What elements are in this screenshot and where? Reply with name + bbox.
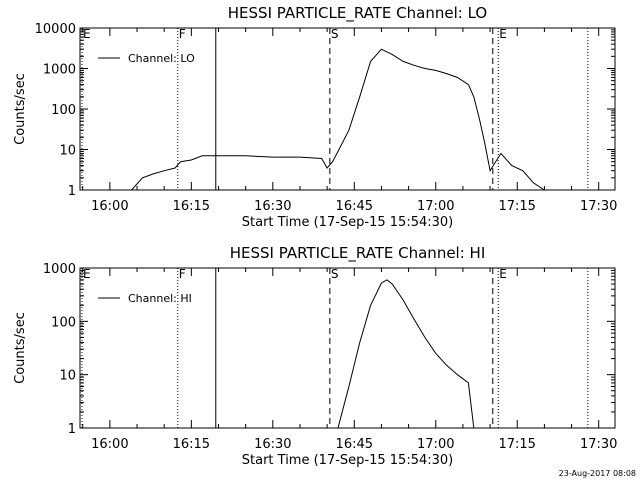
- x-tick-label: 17:30: [580, 437, 617, 452]
- x-tick-label: 16:00: [91, 437, 128, 452]
- y-tick-label: 100: [51, 103, 76, 118]
- marker-label: E: [499, 267, 507, 281]
- x-tick-label: 17:15: [498, 199, 535, 214]
- chart-title: HESSI PARTICLE_RATE Channel: HI: [230, 244, 486, 263]
- x-tick-label: 16:30: [254, 437, 291, 452]
- series-line-hi: [337, 279, 475, 429]
- x-tick-label: 16:45: [336, 437, 373, 452]
- plot-timestamp: 23-Aug-2017 08:08: [559, 469, 636, 478]
- axis-ticks: 16:00 16:15 16:30 16:45 17:00 17:15 17:30 1 10 10…: [43, 262, 618, 452]
- series-line-lo: [80, 48, 615, 191]
- x-tick-label: 17:30: [580, 199, 617, 214]
- legend: Channel: HI: [98, 292, 192, 305]
- marker-label: F: [179, 267, 186, 281]
- legend: Channel: LO: [98, 52, 195, 65]
- chart-hi: HESSI PARTICLE_RATE Channel: HI Counts/s…: [13, 244, 617, 468]
- y-tick-label: 10: [59, 369, 76, 384]
- x-tick-label: 16:00: [91, 199, 128, 214]
- marker-label: S: [331, 27, 339, 41]
- x-tick-label: 16:30: [254, 199, 291, 214]
- x-axis-label: Start Time (17-Sep-15 15:54:30): [242, 453, 453, 468]
- y-axis-label: Counts/sec: [13, 73, 28, 145]
- y-tick-label: 1000: [43, 63, 76, 78]
- x-tick-label: 17:15: [498, 437, 535, 452]
- marker-label: S: [331, 267, 339, 281]
- marker-label: F: [179, 27, 186, 41]
- marker-label: E: [499, 27, 507, 41]
- y-tick-label: 1: [68, 422, 76, 437]
- y-tick-label: 10: [59, 144, 76, 159]
- legend-label: Channel: HI: [128, 292, 192, 305]
- y-tick-label: 100: [51, 315, 76, 330]
- legend-label: Channel: LO: [128, 52, 195, 65]
- marker-label: E: [83, 27, 91, 41]
- y-axis-label: Counts/sec: [13, 312, 28, 384]
- chart-title: HESSI PARTICLE_RATE Channel: LO: [228, 4, 487, 23]
- chart-lo: HESSI PARTICLE_RATE Channel: LO Counts/s…: [13, 4, 617, 230]
- marker-label: E: [83, 267, 91, 281]
- plot-frame: [79, 267, 616, 429]
- axis-ticks: 16:00 16:15 16:30 16:45 17:00 17:15 17:30 1 10 10…: [35, 22, 618, 214]
- x-tick-label: 17:00: [417, 437, 454, 452]
- x-tick-label: 16:15: [173, 199, 210, 214]
- y-tick-label: 10000: [35, 22, 76, 37]
- y-tick-label: 1: [68, 184, 76, 199]
- x-tick-label: 16:45: [336, 199, 373, 214]
- x-tick-label: 17:00: [417, 199, 454, 214]
- y-tick-label: 1000: [43, 262, 76, 277]
- x-axis-label: Start Time (17-Sep-15 15:54:30): [242, 215, 453, 230]
- x-tick-label: 16:15: [173, 437, 210, 452]
